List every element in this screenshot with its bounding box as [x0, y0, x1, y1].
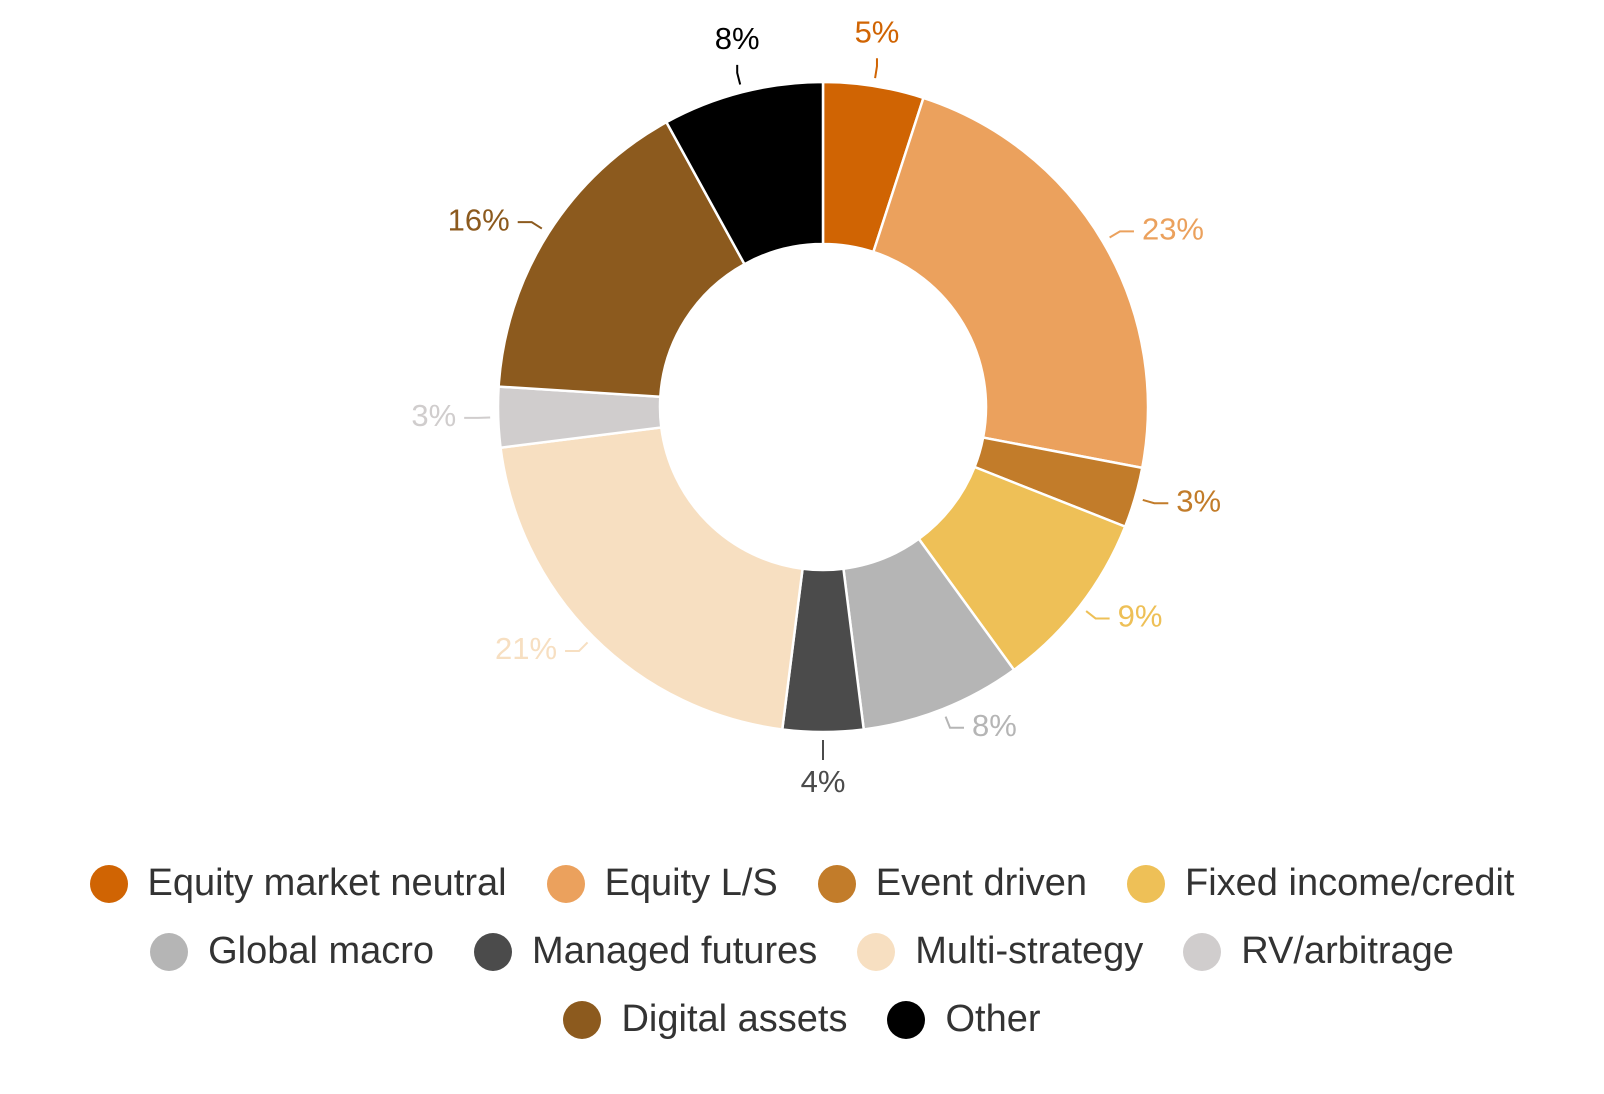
data-label-global-macro: 8% — [972, 708, 1017, 743]
leader-fixed-income-credit — [1085, 610, 1110, 620]
slice-digital-assets — [497, 120, 747, 399]
legend-label: Digital assets — [621, 998, 848, 1040]
leader-equity-market-neutral — [874, 58, 878, 79]
legend-item-global-macro: Global macro — [150, 930, 434, 973]
leader-digital-assets — [517, 221, 543, 230]
leader-other — [736, 64, 742, 85]
legend-swatch — [1183, 932, 1222, 971]
donut-slices — [496, 80, 1150, 734]
legend-swatch — [857, 932, 896, 971]
data-labels: 5% 23% 3% 9% 8% 4% 21% 3% 16% 8% — [411, 14, 1221, 799]
label-leaders — [464, 58, 1169, 760]
legend-item-multi-strategy: Multi-strategy — [857, 930, 1143, 973]
legend-item-event-driven: Event driven — [817, 862, 1088, 905]
slice-equity-l-s — [871, 96, 1150, 470]
leader-global-macro — [944, 716, 965, 729]
slice-multi-strategy — [499, 426, 804, 731]
slice-other — [664, 80, 825, 266]
legend-item-equity-ls: Equity L/S — [546, 862, 778, 905]
legend-label: Equity market neutral — [147, 862, 507, 904]
legend-item-fixed-income-credit: Fixed income/credit — [1127, 862, 1514, 905]
data-label-digital-assets: 16% — [448, 202, 510, 237]
legend-label: Managed futures — [532, 930, 818, 972]
legend-item-digital-assets: Digital assets — [563, 998, 847, 1041]
legend-label: Event driven — [875, 862, 1088, 904]
legend-swatch — [817, 864, 856, 903]
legend-item-managed-futures: Managed futures — [474, 930, 817, 973]
legend-item-other: Other — [887, 998, 1041, 1041]
leader-multi-strategy — [565, 641, 589, 652]
legend-row-1: Equity market neutral Equity L/S Event d… — [0, 862, 1604, 905]
legend-row-2: Global macro Managed futures Multi-strat… — [0, 930, 1604, 973]
data-label-equity-l-s: 23% — [1142, 212, 1204, 247]
legend-swatch — [887, 1000, 926, 1039]
legend-swatch — [1127, 864, 1166, 903]
legend-swatch — [89, 864, 128, 903]
leader-event-driven — [1142, 498, 1169, 505]
data-label-event-driven: 3% — [1176, 483, 1221, 518]
legend-label: Equity L/S — [604, 862, 778, 904]
legend-item-rv-arbitrage: RV/arbitrage — [1183, 930, 1454, 973]
legend-label: RV/arbitrage — [1241, 930, 1454, 972]
data-label-other: 8% — [715, 21, 760, 56]
legend-swatch — [563, 1000, 602, 1039]
legend-swatch — [546, 864, 585, 903]
legend-swatch — [474, 932, 513, 971]
legend-item-equity-market-neutral: Equity market neutral — [89, 862, 507, 905]
legend-label: Fixed income/credit — [1185, 862, 1515, 904]
leader-equity-l-s — [1109, 230, 1134, 239]
legend-label: Multi-strategy — [915, 930, 1144, 972]
legend-swatch — [150, 932, 189, 971]
legend-row-3: Digital assets Other — [0, 998, 1604, 1041]
data-label-equity-market-neutral: 5% — [855, 14, 900, 49]
data-label-rv-arbitrage: 3% — [411, 398, 456, 433]
donut-chart: 5% 23% 3% 9% 8% 4% 21% 3% 16% 8% — [411, 14, 1221, 799]
legend-label: Global macro — [208, 930, 435, 972]
data-label-fixed-income-credit: 9% — [1118, 599, 1163, 634]
data-label-multi-strategy: 21% — [495, 631, 557, 666]
legend-label: Other — [945, 998, 1041, 1040]
data-label-managed-futures: 4% — [801, 764, 846, 799]
